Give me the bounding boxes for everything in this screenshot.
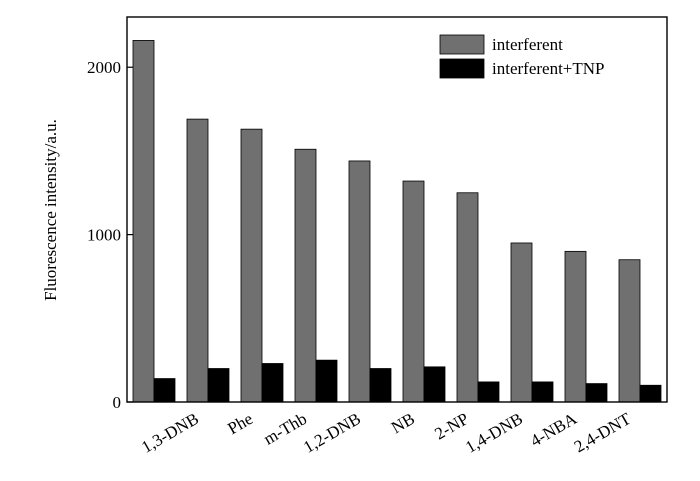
bar bbox=[132, 40, 155, 403]
plot-frame bbox=[126, 16, 668, 403]
x-tick-label: NB bbox=[388, 409, 418, 437]
bar bbox=[240, 128, 263, 403]
bar bbox=[564, 250, 587, 403]
x-tick-label: 1,4-DNB bbox=[462, 409, 526, 457]
legend-label: interferent+TNP bbox=[492, 59, 605, 78]
bar bbox=[477, 381, 500, 403]
y-axis-label: Fluorescence intensity/a.u. bbox=[41, 119, 60, 301]
x-tick-label: 1,2-DNB bbox=[300, 409, 364, 457]
legend-label: interferent bbox=[492, 35, 563, 54]
x-tick-label: 2,4-DNT bbox=[571, 409, 635, 457]
bar bbox=[207, 368, 230, 403]
bar bbox=[639, 384, 662, 403]
bar bbox=[261, 363, 284, 403]
bar bbox=[402, 180, 425, 403]
bar bbox=[510, 242, 533, 403]
bar bbox=[294, 148, 317, 403]
legend-swatch bbox=[439, 34, 485, 55]
bar bbox=[348, 160, 371, 403]
legend-swatch bbox=[439, 58, 485, 79]
bar bbox=[618, 259, 641, 403]
bar bbox=[186, 118, 209, 403]
bar bbox=[531, 381, 554, 403]
bar bbox=[423, 366, 446, 403]
x-tick-label: 1,3-DNB bbox=[138, 409, 202, 457]
x-tick-label: Phe bbox=[224, 409, 256, 438]
bar bbox=[456, 192, 479, 403]
bar bbox=[369, 368, 392, 403]
y-tick-label: 2000 bbox=[87, 58, 121, 77]
bar bbox=[315, 359, 338, 403]
bar bbox=[585, 383, 608, 403]
bar bbox=[153, 378, 176, 403]
y-tick-label: 0 bbox=[113, 393, 122, 412]
y-tick-label: 1000 bbox=[87, 226, 121, 245]
